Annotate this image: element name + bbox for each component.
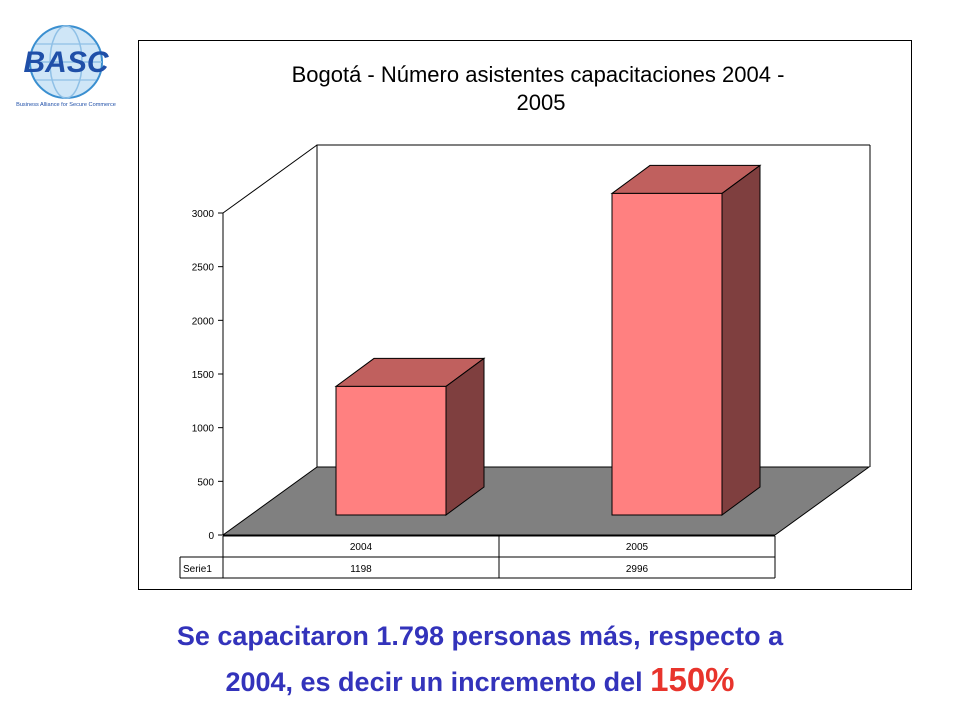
chart-title-line-1: Bogotá - Número asistentes capacitacione…: [292, 62, 785, 87]
chart-frame: [138, 40, 912, 590]
bar-front-face: [335, 385, 447, 516]
table-category-2005: 2005: [626, 542, 649, 553]
y-tick-label: 2000: [192, 316, 215, 327]
caption-highlight: 150%: [650, 661, 735, 698]
bars: [334, 164, 762, 516]
chart-title-line-2: 2005: [517, 90, 566, 115]
bar-2005: [610, 164, 762, 516]
y-tick-label: 3000: [192, 209, 215, 220]
logo-wordmark: BASC: [23, 46, 109, 79]
y-tick-label: 0: [208, 531, 214, 542]
bar-front-face: [611, 192, 723, 516]
bar-side-face: [445, 357, 485, 516]
caption: Se capacitaron 1.798 personas más, respe…: [0, 614, 960, 704]
chart-floor: [221, 466, 871, 536]
caption-line-2: 2004, es decir un incremento del 150%: [0, 658, 960, 704]
basc-logo: BASC Business Alliance for Secure Commer…: [14, 22, 126, 112]
table-series-label: Serie1: [183, 564, 212, 575]
caption-line-1: Se capacitaron 1.798 personas más, respe…: [176, 621, 784, 651]
table-category-2004: 2004: [350, 542, 373, 553]
side-wall-top: [222, 144, 318, 214]
table-value-2005: 2996: [626, 564, 649, 575]
logo-tagline: Business Alliance for Secure Commerce: [16, 102, 116, 108]
bar-2004: [334, 357, 486, 516]
table-value-2004: 1198: [350, 564, 372, 575]
floor-plane: [221, 466, 871, 536]
caption-line-2-text: 2004, es decir un incremento del: [225, 667, 651, 697]
y-tick-label: 500: [197, 477, 214, 488]
data-table: 2004 2005 Serie1 1198 2996: [179, 535, 776, 579]
y-axis: 0 500 1000 1500 2000 2500 3000: [192, 209, 223, 542]
y-tick-label: 1500: [192, 370, 215, 381]
y-tick-label: 2500: [192, 263, 215, 274]
bar-side-face: [721, 164, 761, 516]
y-tick-label: 1000: [192, 424, 215, 435]
